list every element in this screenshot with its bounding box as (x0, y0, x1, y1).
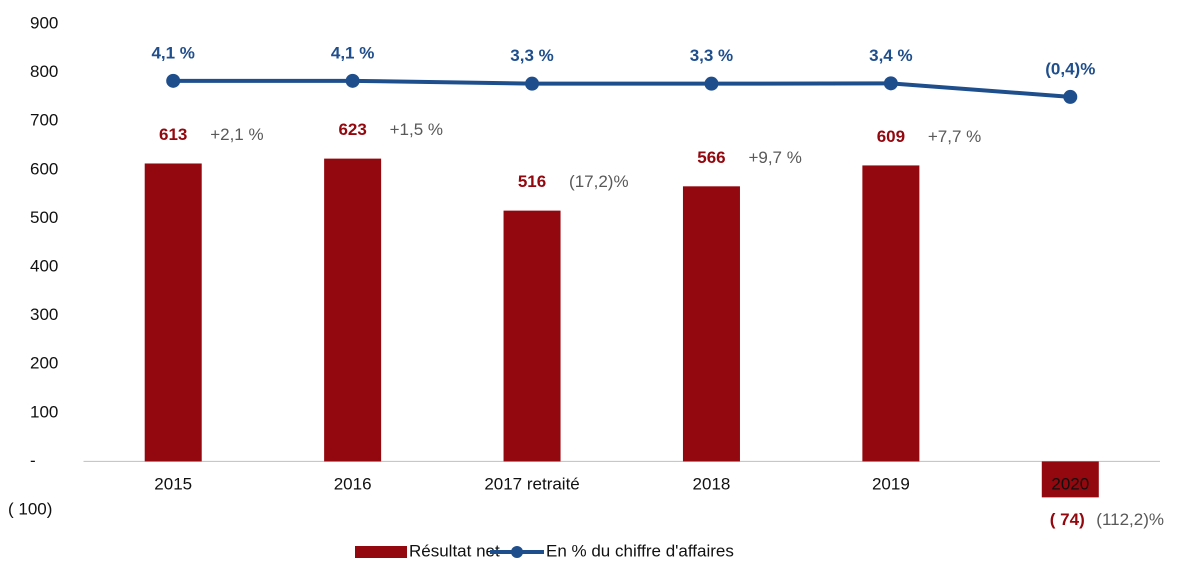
y-tick-label: 900 (30, 13, 58, 32)
bar (1041, 461, 1099, 498)
growth-annotation: +7,7 % (928, 127, 981, 146)
line-value-label: (0,4)% (1045, 59, 1095, 78)
y-tick-label: ( 100) (8, 499, 52, 518)
line-marker (166, 73, 181, 88)
line-value-label: 4,1 % (331, 43, 374, 62)
growth-annotation: +2,1 % (210, 125, 263, 144)
bar-value-label: 623 (338, 120, 366, 139)
bar-value-label: 609 (877, 127, 905, 146)
bar-value-label: 613 (159, 125, 187, 144)
bar (682, 186, 740, 462)
y-tick-label: 200 (30, 354, 58, 373)
bar (862, 165, 920, 462)
line (173, 78, 1071, 99)
line-marker (704, 76, 719, 91)
growth-annotation: +1,5 % (390, 120, 443, 139)
line-marker (345, 73, 360, 88)
line-value-label: 3,4 % (869, 46, 912, 65)
line-marker (883, 76, 898, 91)
growth-annotation: (112,2)% (1096, 510, 1164, 529)
bar (503, 210, 561, 462)
line-value-label: 3,3 % (690, 46, 733, 65)
line-value-label: 4,1 % (151, 43, 194, 62)
y-tick-label: 100 (30, 402, 58, 421)
legend-label: Résultat net (409, 541, 500, 560)
line-marker (1063, 89, 1078, 104)
x-tick-label: 2015 (154, 474, 192, 493)
y-tick-label: 300 (30, 305, 58, 324)
growth-annotation: (17,2)% (569, 172, 629, 191)
y-tick-label: 400 (30, 256, 58, 275)
y-tick-label: 500 (30, 208, 58, 227)
bar-value-label: ( 74) (1050, 510, 1085, 529)
bar-value-label: 516 (518, 172, 546, 191)
growth-annotation: +9,7 % (748, 148, 801, 167)
x-tick-label: 2016 (334, 474, 372, 493)
y-tick-label: 800 (30, 62, 58, 81)
legend-label: En % du chiffre d'affaires (546, 541, 734, 560)
line-value-label: 3,3 % (510, 46, 553, 65)
bar-value-label: 566 (697, 148, 725, 167)
y-tick-label: - (30, 451, 36, 470)
x-tick-label: 2017 retraité (484, 474, 579, 493)
y-tick-label: 700 (30, 111, 58, 130)
x-tick-label: 2018 (693, 474, 731, 493)
x-tick-label: 2020 (1051, 474, 1089, 493)
y-tick-label: 600 (30, 159, 58, 178)
x-tick-label: 2019 (872, 474, 910, 493)
legend-marker (511, 546, 523, 558)
bar (144, 163, 202, 462)
legend-swatch (355, 546, 407, 558)
bar (324, 158, 382, 462)
line-marker (525, 76, 540, 91)
